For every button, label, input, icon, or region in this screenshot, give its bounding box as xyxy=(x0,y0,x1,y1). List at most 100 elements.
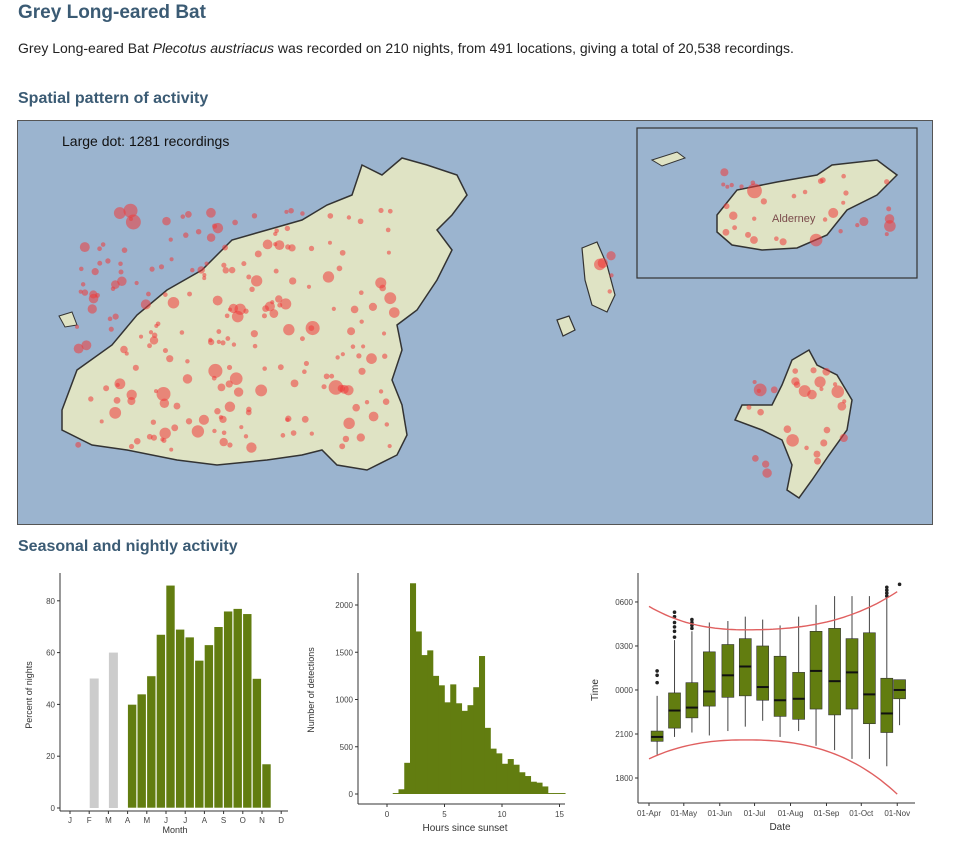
recording-dot xyxy=(386,250,391,255)
histogram-bar xyxy=(502,763,509,794)
recording-dot xyxy=(97,246,102,252)
recording-dot xyxy=(100,242,106,247)
map-legend: Large dot: 1281 recordings xyxy=(62,133,229,149)
bar xyxy=(194,660,205,809)
recording-dot xyxy=(250,330,258,338)
x-tick-label: F xyxy=(87,816,92,825)
recording-dot xyxy=(97,260,103,266)
activity-map: Large dot: 1281 recordings Alderney xyxy=(17,120,933,525)
recording-dot xyxy=(140,299,151,310)
recording-dot xyxy=(723,203,730,210)
recording-dot xyxy=(814,457,821,465)
recording-dot xyxy=(746,404,752,410)
recording-dot xyxy=(747,183,762,199)
nightly-time-boxplot: 1800 2100 0000 0300 0600 01-Apr 01-May 01-Jun 01… xyxy=(590,573,915,833)
outlier xyxy=(672,620,677,625)
recording-dot xyxy=(329,373,335,379)
recording-dot xyxy=(79,242,90,253)
recording-dot xyxy=(358,367,366,375)
recording-dot xyxy=(120,345,128,354)
box xyxy=(792,616,805,732)
recording-dot xyxy=(725,184,730,189)
recording-dot xyxy=(245,409,252,416)
recording-dot xyxy=(770,386,778,394)
recording-dot xyxy=(277,364,284,371)
sunrise-curve xyxy=(648,591,898,631)
recording-dot xyxy=(99,419,104,424)
box-iqr xyxy=(845,638,859,710)
recording-dot xyxy=(343,417,355,430)
y-tick-label: 0 xyxy=(349,790,354,799)
recording-dot xyxy=(288,207,294,214)
recording-dot xyxy=(597,257,608,269)
recording-dot xyxy=(729,182,734,188)
recording-dot xyxy=(134,280,139,286)
recording-dot xyxy=(350,344,356,349)
recording-dot xyxy=(167,296,180,309)
x-tick-label: 01-Jun xyxy=(708,809,732,818)
recording-dot xyxy=(78,289,83,294)
recording-dot xyxy=(352,403,360,412)
x-tick-label: N xyxy=(259,816,265,825)
recording-dot xyxy=(166,355,174,363)
outlier xyxy=(655,680,659,685)
recording-dot xyxy=(171,424,179,432)
recording-dot xyxy=(729,211,738,220)
recording-dot xyxy=(169,257,174,262)
recording-dot xyxy=(375,277,387,289)
histogram-bar xyxy=(496,753,503,794)
box xyxy=(828,596,841,751)
recording-dot xyxy=(720,168,729,177)
recording-dot xyxy=(156,387,171,401)
recording-dot xyxy=(204,261,209,266)
recording-dot xyxy=(762,468,772,478)
outlier xyxy=(672,625,677,629)
recording-dot xyxy=(252,343,258,349)
box xyxy=(880,585,894,767)
recording-dot xyxy=(163,292,168,297)
x-tick-label: S xyxy=(221,816,226,825)
recording-dot xyxy=(289,277,297,285)
bar xyxy=(146,675,157,809)
recording-dot xyxy=(819,386,824,392)
recording-dot xyxy=(118,269,124,275)
recording-dot xyxy=(124,351,129,356)
recording-dot xyxy=(208,363,223,378)
recording-dot xyxy=(133,437,141,445)
recording-dot xyxy=(206,207,216,218)
recording-dot xyxy=(378,389,384,394)
outlier xyxy=(672,610,677,615)
x-tick-label: M xyxy=(105,816,112,825)
recording-dot xyxy=(750,236,758,244)
recording-dot xyxy=(206,233,216,242)
recording-dot xyxy=(378,207,384,214)
histogram-bar xyxy=(536,782,543,794)
recording-dot xyxy=(216,339,221,344)
recording-dot xyxy=(346,215,352,220)
histogram-bar xyxy=(553,793,560,794)
x-tick-label: J xyxy=(183,816,187,825)
recording-dot xyxy=(251,213,258,219)
recording-dot xyxy=(813,450,821,458)
intro-text: Grey Long-eared Bat Plecotus austriacus … xyxy=(18,38,938,58)
histogram-bar xyxy=(519,772,526,794)
recording-dot xyxy=(113,207,126,219)
inset-frame xyxy=(636,127,918,279)
recording-dot xyxy=(774,236,779,242)
recording-dot xyxy=(88,396,94,402)
alderney-island xyxy=(716,159,899,251)
box-iqr xyxy=(792,672,805,720)
recording-dot xyxy=(117,276,127,287)
histogram-bar xyxy=(392,793,399,794)
recording-dot xyxy=(817,178,824,184)
recording-dot xyxy=(752,455,759,462)
recording-dot xyxy=(760,198,767,205)
x-tick-label: 01-May xyxy=(670,809,697,818)
recording-dot xyxy=(823,426,831,434)
recording-dot xyxy=(308,245,315,252)
y-tick-label: 80 xyxy=(46,597,55,606)
recording-dot xyxy=(219,437,228,447)
recording-dot xyxy=(283,324,295,336)
species-name: Plecotus austriacus xyxy=(152,40,275,56)
recording-dot xyxy=(387,443,392,449)
